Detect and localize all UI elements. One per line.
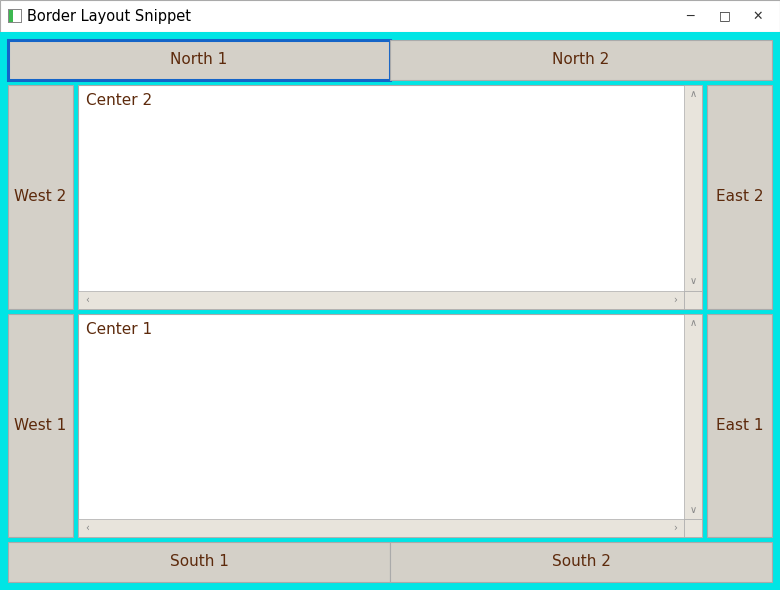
Bar bbox=[8, 40, 390, 80]
Text: East 2: East 2 bbox=[716, 189, 764, 204]
Bar bbox=[8, 313, 73, 537]
Text: South 2: South 2 bbox=[551, 555, 611, 569]
Bar bbox=[684, 290, 702, 309]
Text: ›: › bbox=[673, 294, 677, 304]
Text: ∨: ∨ bbox=[690, 505, 697, 515]
Text: South 1: South 1 bbox=[169, 555, 229, 569]
Text: ✕: ✕ bbox=[753, 9, 764, 22]
Text: ∧: ∧ bbox=[690, 89, 697, 99]
Text: Center 1: Center 1 bbox=[86, 322, 152, 336]
Text: ─: ─ bbox=[686, 9, 693, 22]
Bar bbox=[390, 40, 772, 80]
Text: ∧: ∧ bbox=[690, 317, 697, 327]
Text: North 2: North 2 bbox=[552, 53, 610, 67]
Bar bbox=[78, 313, 702, 537]
Bar bbox=[8, 85, 73, 309]
Bar bbox=[78, 519, 684, 537]
Bar bbox=[9, 10, 21, 22]
Text: Border Layout Snippet: Border Layout Snippet bbox=[27, 8, 191, 24]
Text: Center 2: Center 2 bbox=[86, 93, 152, 108]
Bar bbox=[390, 542, 772, 582]
Bar bbox=[78, 290, 684, 309]
Text: North 1: North 1 bbox=[170, 53, 228, 67]
Text: West 1: West 1 bbox=[14, 418, 66, 432]
Bar bbox=[0, 0, 780, 32]
Text: ‹: ‹ bbox=[85, 523, 89, 533]
Text: East 1: East 1 bbox=[716, 418, 764, 432]
Bar bbox=[684, 519, 702, 537]
Text: ‹: ‹ bbox=[85, 294, 89, 304]
Text: West 2: West 2 bbox=[14, 189, 66, 204]
Bar bbox=[707, 85, 772, 309]
Text: □: □ bbox=[719, 9, 731, 22]
Bar bbox=[9, 10, 13, 22]
Bar bbox=[78, 85, 702, 309]
Bar bbox=[707, 313, 772, 537]
Bar bbox=[8, 542, 390, 582]
Bar bbox=[8, 9, 22, 23]
Text: ∨: ∨ bbox=[690, 277, 697, 287]
Bar bbox=[684, 313, 702, 519]
Bar bbox=[684, 85, 702, 290]
Text: ›: › bbox=[673, 523, 677, 533]
